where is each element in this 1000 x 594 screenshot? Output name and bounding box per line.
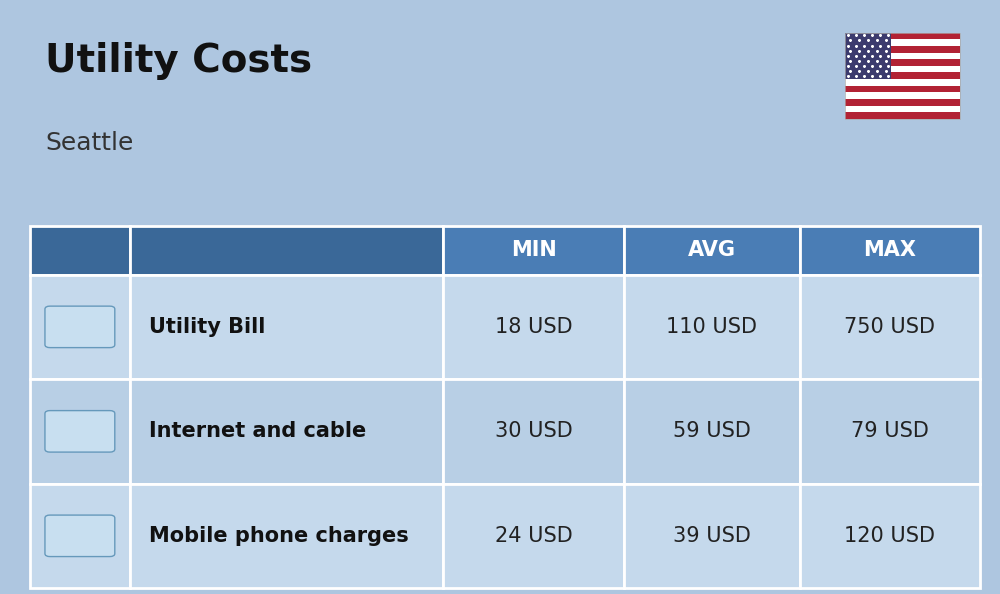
Text: 24 USD: 24 USD bbox=[495, 526, 572, 546]
Bar bbox=[800, 226, 980, 274]
Text: 120 USD: 120 USD bbox=[844, 526, 935, 546]
Bar bbox=[624, 484, 800, 588]
Bar bbox=[30, 379, 130, 484]
Bar bbox=[624, 274, 800, 379]
Bar bbox=[845, 33, 960, 119]
Text: Seattle: Seattle bbox=[45, 131, 133, 154]
FancyBboxPatch shape bbox=[45, 306, 115, 347]
FancyBboxPatch shape bbox=[45, 515, 115, 557]
Bar bbox=[443, 379, 624, 484]
Bar bbox=[845, 39, 960, 46]
Bar bbox=[845, 72, 960, 79]
Bar bbox=[443, 226, 624, 274]
Text: 59 USD: 59 USD bbox=[673, 421, 751, 441]
Text: 750 USD: 750 USD bbox=[844, 317, 935, 337]
Bar bbox=[130, 274, 443, 379]
Text: AVG: AVG bbox=[688, 240, 736, 260]
Bar bbox=[845, 106, 960, 112]
Text: 79 USD: 79 USD bbox=[851, 421, 929, 441]
Bar bbox=[130, 226, 443, 274]
Text: 30 USD: 30 USD bbox=[495, 421, 572, 441]
Bar bbox=[845, 33, 891, 79]
Bar bbox=[845, 66, 960, 72]
Bar bbox=[624, 379, 800, 484]
Bar bbox=[624, 226, 800, 274]
Bar bbox=[30, 274, 130, 379]
Text: MAX: MAX bbox=[863, 240, 916, 260]
Bar bbox=[800, 484, 980, 588]
Text: Utility Bill: Utility Bill bbox=[149, 317, 265, 337]
Bar bbox=[443, 274, 624, 379]
Bar bbox=[800, 274, 980, 379]
Bar bbox=[845, 92, 960, 99]
Text: 39 USD: 39 USD bbox=[673, 526, 751, 546]
Text: 110 USD: 110 USD bbox=[666, 317, 757, 337]
Text: 18 USD: 18 USD bbox=[495, 317, 572, 337]
Text: MIN: MIN bbox=[511, 240, 556, 260]
Bar bbox=[845, 52, 960, 59]
Bar bbox=[845, 79, 960, 86]
Bar bbox=[800, 379, 980, 484]
Text: Mobile phone charges: Mobile phone charges bbox=[149, 526, 408, 546]
Bar bbox=[845, 99, 960, 106]
Bar bbox=[30, 226, 130, 274]
Bar bbox=[130, 484, 443, 588]
Text: Utility Costs: Utility Costs bbox=[45, 42, 312, 80]
FancyBboxPatch shape bbox=[45, 410, 115, 452]
Bar bbox=[845, 112, 960, 119]
Text: Internet and cable: Internet and cable bbox=[149, 421, 366, 441]
Bar bbox=[130, 379, 443, 484]
Bar bbox=[845, 59, 960, 66]
Bar bbox=[845, 33, 960, 39]
Bar bbox=[443, 484, 624, 588]
Bar bbox=[845, 86, 960, 92]
Bar bbox=[30, 484, 130, 588]
Bar bbox=[845, 46, 960, 52]
